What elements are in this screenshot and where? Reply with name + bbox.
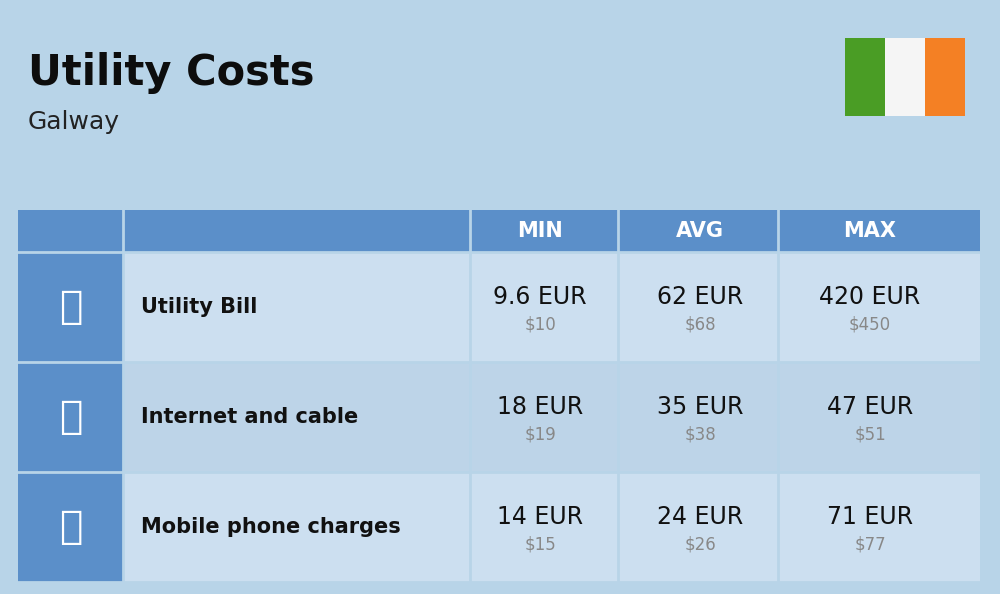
- Text: $15: $15: [524, 536, 556, 554]
- Text: MIN: MIN: [517, 221, 563, 241]
- Text: 🔌: 🔌: [59, 288, 82, 326]
- Bar: [18, 210, 980, 252]
- Bar: [18, 472, 123, 582]
- Text: 📱: 📱: [59, 508, 82, 546]
- Text: $450: $450: [849, 316, 891, 334]
- Bar: [18, 252, 123, 362]
- Bar: [18, 252, 980, 362]
- Text: Galway: Galway: [28, 110, 120, 134]
- Text: Internet and cable: Internet and cable: [141, 407, 358, 427]
- Text: Utility Costs: Utility Costs: [28, 52, 314, 94]
- Text: $77: $77: [854, 536, 886, 554]
- Text: Utility Bill: Utility Bill: [141, 297, 257, 317]
- Text: 47 EUR: 47 EUR: [827, 395, 913, 419]
- Bar: [18, 472, 980, 582]
- Text: 18 EUR: 18 EUR: [497, 395, 583, 419]
- Bar: [845, 38, 885, 116]
- Bar: [925, 38, 965, 116]
- Text: MAX: MAX: [844, 221, 896, 241]
- Text: 14 EUR: 14 EUR: [497, 505, 583, 529]
- Text: 62 EUR: 62 EUR: [657, 285, 743, 309]
- Text: $38: $38: [684, 426, 716, 444]
- Text: $26: $26: [684, 536, 716, 554]
- Text: Mobile phone charges: Mobile phone charges: [141, 517, 401, 537]
- Bar: [18, 362, 123, 472]
- Bar: [18, 362, 980, 472]
- Text: 420 EUR: 420 EUR: [819, 285, 921, 309]
- Text: 📡: 📡: [59, 398, 82, 436]
- Text: $68: $68: [684, 316, 716, 334]
- Bar: [885, 38, 925, 116]
- Text: $51: $51: [854, 426, 886, 444]
- Text: 9.6 EUR: 9.6 EUR: [493, 285, 587, 309]
- Bar: [18, 210, 123, 252]
- Text: AVG: AVG: [676, 221, 724, 241]
- Text: 71 EUR: 71 EUR: [827, 505, 913, 529]
- Text: $19: $19: [524, 426, 556, 444]
- Text: $10: $10: [524, 316, 556, 334]
- Text: 24 EUR: 24 EUR: [657, 505, 743, 529]
- Text: 35 EUR: 35 EUR: [657, 395, 743, 419]
